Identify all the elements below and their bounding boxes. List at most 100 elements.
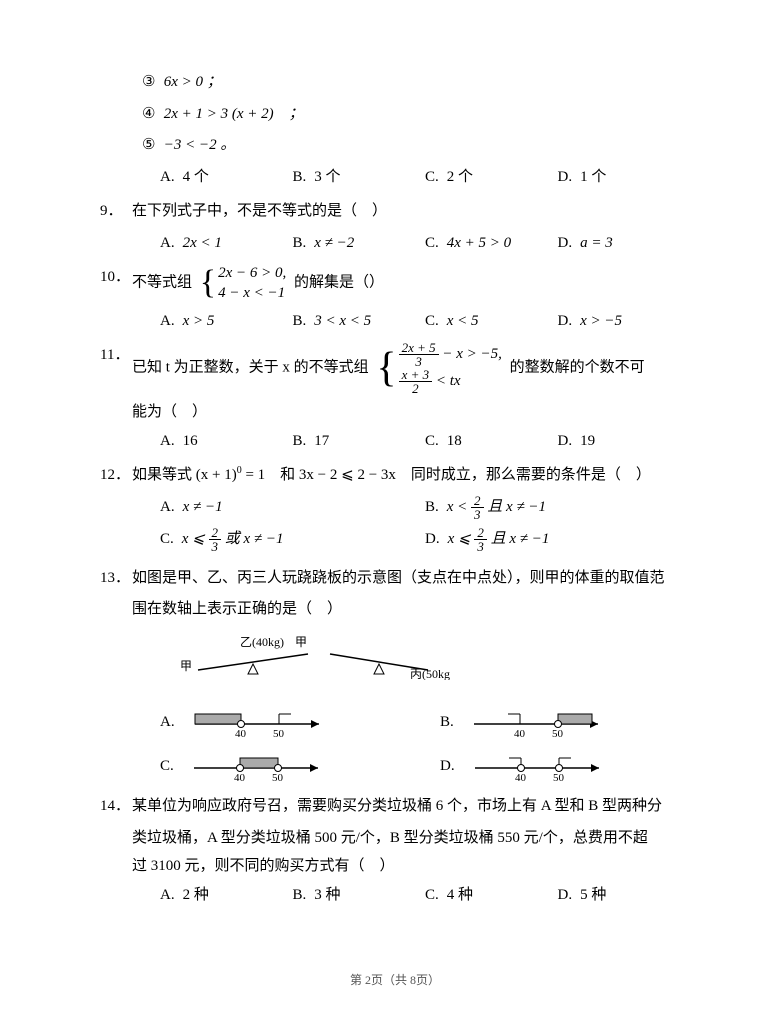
question-10: 10．不等式组 { 2x − 6 > 0, 4 − x < −1 的解集是（）	[100, 263, 690, 304]
option-d: D.x ⩽ 23 且 x ≠ −1	[425, 525, 690, 554]
q13-cont: 围在数轴上表示正确的是（ ）	[100, 595, 690, 624]
option-text: x > 5	[183, 307, 215, 336]
options-pre: A.4 个 B.3 个 C.2 个 D.1 个	[100, 163, 690, 192]
option-d: D.x > −5	[558, 307, 691, 336]
sys-row-1: 2x − 6 > 0,	[218, 263, 286, 283]
question-11: 11．已知 t 为正整数，关于 x 的不等式组 { 2x + 53 − x > …	[100, 341, 690, 395]
frac-num: 2x + 5	[399, 341, 439, 355]
expr: 2x + 1 > 3 (x + 2) ；	[164, 106, 304, 122]
option-text: 16	[183, 427, 198, 456]
question-12: 12．如果等式 (x + 1)0 = 1 和 3x − 2 ⩽ 2 − 3x 同…	[100, 461, 690, 490]
q-lead: 已知 t 为正整数，关于 x 的不等式组	[132, 359, 369, 375]
numberline-icon: 40 50	[188, 748, 328, 784]
option-d: D.5 种	[558, 881, 691, 910]
option-text: x < 23 且 x ≠ −1	[447, 493, 546, 522]
svg-text:40: 40	[515, 772, 527, 784]
option-a: A.4 个	[160, 163, 293, 192]
option-d: D.19	[558, 427, 691, 456]
page-footer: 第 2页（共 8页）	[100, 969, 690, 992]
q-number: 13．	[100, 564, 132, 593]
numberline-icon: 40 50	[189, 704, 329, 740]
text-part: = 1 和 3x − 2 ⩽ 2 − 3x 同时成立，那么需要的条件是（ ）	[242, 467, 651, 483]
options-9: A.2x < 1 B.x ≠ −2 C.4x + 5 > 0 D.a = 3	[100, 229, 690, 258]
option-text: x ≠ −2	[314, 229, 354, 258]
option-text: x ⩽ 23 且 x ≠ −1	[448, 525, 550, 554]
option-b: B.3 个	[293, 163, 426, 192]
option-text: 4 个	[183, 163, 209, 192]
option-text: 3 个	[314, 163, 340, 192]
svg-text:40: 40	[235, 728, 247, 740]
q-number: 10．	[100, 263, 132, 292]
option-text: 3 < x < 5	[314, 307, 371, 336]
numberline-icon: 40 50	[468, 704, 608, 740]
option-text: 17	[314, 427, 329, 456]
numberline-icon: 40 50	[469, 748, 609, 784]
q-line1: 某单位为响应政府号召，需要购买分类垃圾桶 6 个，市场上有 A 型和 B 型两种…	[132, 798, 662, 814]
option-text: 3 种	[314, 881, 340, 910]
sys-row-2: 4 − x < −1	[218, 283, 286, 303]
option-b: B.17	[293, 427, 426, 456]
option-d: D.1 个	[558, 163, 691, 192]
option-text: x > −5	[580, 307, 622, 336]
svg-text:50: 50	[272, 772, 284, 784]
options-11: A.16 B.17 C.18 D.19	[100, 427, 690, 456]
option-text: 18	[447, 427, 462, 456]
option-c: C. 40 50	[160, 748, 440, 784]
expr: −3 < −2 。	[164, 137, 236, 153]
sys-row-1: 2x + 53 − x > −5,	[399, 341, 502, 368]
frac-den: 2	[409, 382, 422, 395]
option-a: A.2 种	[160, 881, 293, 910]
q-stem: 如图是甲、乙、丙三人玩跷跷板的示意图（支点在中点处），则甲的体重的取值范	[132, 570, 665, 586]
option-text: 2 种	[183, 881, 209, 910]
svg-text:甲: 甲	[180, 659, 192, 673]
svg-text:50: 50	[553, 772, 565, 784]
frac-num: x + 3	[399, 368, 433, 382]
marker: ③	[142, 68, 160, 97]
seesaw-diagram: 甲 乙(40kg) 甲 丙(50kg)	[100, 634, 690, 691]
option-d: D.a = 3	[558, 229, 691, 258]
q-number: 9．	[100, 197, 132, 226]
option-text: 4 种	[447, 881, 473, 910]
options-12: A.x ≠ −1 B.x < 23 且 x ≠ −1 C.x ⩽ 23 或 x …	[100, 493, 690, 558]
q-stem: 在下列式子中，不是不等式的是（ ）	[132, 203, 387, 219]
list-item-5: ⑤ −3 < −2 。	[100, 131, 690, 160]
option-c: C.2 个	[425, 163, 558, 192]
q14-line2: 类垃圾桶，A 型分类垃圾桶 500 元/个，B 型分类垃圾桶 550 元/个，总…	[100, 824, 690, 853]
option-c: C.18	[425, 427, 558, 456]
question-9: 9．在下列式子中，不是不等式的是（ ）	[100, 197, 690, 226]
option-a: A.x > 5	[160, 307, 293, 336]
option-text: 1 个	[580, 163, 606, 192]
option-a: A.x ≠ −1	[160, 493, 425, 522]
options-10: A.x > 5 B.3 < x < 5 C.x < 5 D.x > −5	[100, 307, 690, 336]
option-a: A.16	[160, 427, 293, 456]
svg-text:甲: 甲	[295, 635, 307, 649]
svg-text:丙(50kg): 丙(50kg)	[410, 667, 450, 680]
q-number: 14．	[100, 792, 132, 821]
svg-text:40: 40	[514, 728, 526, 740]
option-d: D. 40 50	[440, 748, 609, 784]
option-a: A. 40 50	[160, 704, 440, 740]
option-text: 4x + 5 > 0	[447, 229, 511, 258]
marker: ⑤	[142, 131, 160, 160]
option-text: 2 个	[447, 163, 473, 192]
equation-system: { 2x − 6 > 0, 4 − x < −1	[200, 263, 286, 304]
option-c: C.4 种	[425, 881, 558, 910]
option-b: B.3 种	[293, 881, 426, 910]
svg-text:50: 50	[552, 728, 564, 740]
seesaw-icon: 甲 乙(40kg) 甲 丙(50kg)	[180, 634, 450, 680]
text-part: 如果等式 (x + 1)	[132, 467, 237, 483]
question-14: 14．某单位为响应政府号召，需要购买分类垃圾桶 6 个，市场上有 A 型和 B …	[100, 792, 690, 821]
option-text: 2x < 1	[183, 229, 222, 258]
q-tail: 的整数解的个数不可	[510, 359, 645, 375]
option-b: B.x ≠ −2	[293, 229, 426, 258]
option-b: B.x < 23 且 x ≠ −1	[425, 493, 690, 522]
option-text: 5 种	[580, 881, 606, 910]
q-number: 12．	[100, 461, 132, 490]
svg-text:40: 40	[234, 772, 246, 784]
option-c: C.x < 5	[425, 307, 558, 336]
svg-text:乙(40kg): 乙(40kg)	[240, 635, 284, 649]
question-13: 13．如图是甲、乙、丙三人玩跷跷板的示意图（支点在中点处），则甲的体重的取值范	[100, 564, 690, 593]
q-lead: 不等式组	[132, 275, 192, 291]
q11-cont: 能为（ ）	[100, 398, 690, 427]
options-13: A. 40 50 B. 40 50	[100, 704, 690, 784]
